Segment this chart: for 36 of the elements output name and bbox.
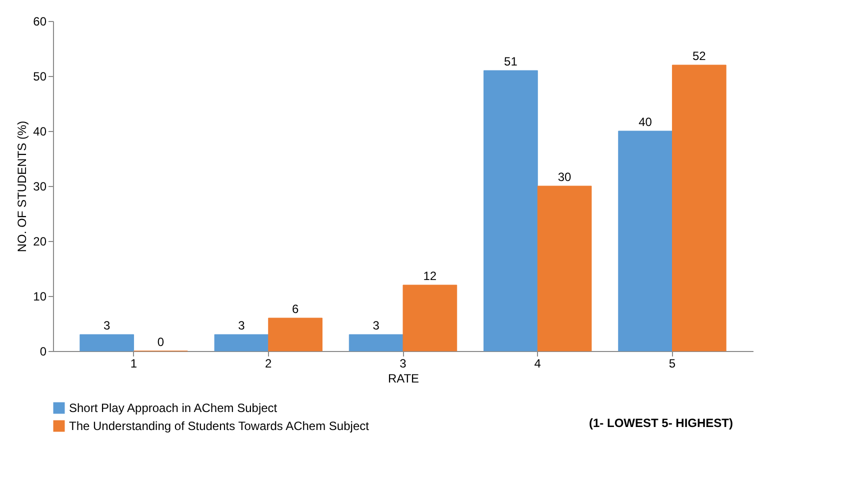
bar bbox=[268, 318, 322, 352]
bar bbox=[80, 334, 134, 352]
data-label: 30 bbox=[558, 170, 572, 184]
x-tick-label: 1 bbox=[130, 356, 138, 370]
bar bbox=[348, 334, 404, 352]
y-tick-label: 10 bbox=[33, 290, 47, 304]
x-tick-label: 4 bbox=[534, 356, 542, 370]
text: (1- LOWEST 5- HIGHEST) bbox=[589, 416, 734, 430]
data-label: 51 bbox=[504, 54, 518, 68]
y-tick-label: 50 bbox=[33, 70, 47, 84]
legend-label: The Understanding of Students Towards AChem Subject bbox=[69, 419, 370, 433]
bar bbox=[214, 334, 269, 352]
data-label: 3 bbox=[372, 318, 380, 332]
y-tick-label: 20 bbox=[33, 234, 47, 248]
y-tick-label: 30 bbox=[33, 180, 47, 194]
data-label: 6 bbox=[292, 302, 299, 316]
x-tick-label: 2 bbox=[265, 356, 272, 370]
bar bbox=[618, 130, 672, 352]
bar bbox=[484, 70, 538, 352]
x-tick-label: 3 bbox=[400, 356, 407, 370]
data-label: 3 bbox=[238, 318, 246, 332]
legend-label: Short Play Approach in AChem Subject bbox=[69, 401, 278, 415]
y-tick-label: 0 bbox=[40, 344, 47, 358]
y-tick-label: 40 bbox=[33, 124, 47, 138]
y-tick-label: 60 bbox=[33, 14, 47, 28]
data-label: 3 bbox=[104, 318, 110, 332]
data-label: 40 bbox=[638, 115, 652, 129]
bar bbox=[672, 64, 726, 352]
bar bbox=[402, 284, 458, 352]
x-tick-label: 5 bbox=[668, 356, 676, 370]
x-axis-title: RATE bbox=[388, 372, 420, 386]
y-axis-title: NO. OF STUDENTS (%) bbox=[15, 120, 30, 252]
data-label: 52 bbox=[692, 49, 706, 63]
bar bbox=[537, 186, 592, 352]
data-label: 0 bbox=[157, 335, 164, 349]
data-label: 12 bbox=[423, 269, 437, 283]
